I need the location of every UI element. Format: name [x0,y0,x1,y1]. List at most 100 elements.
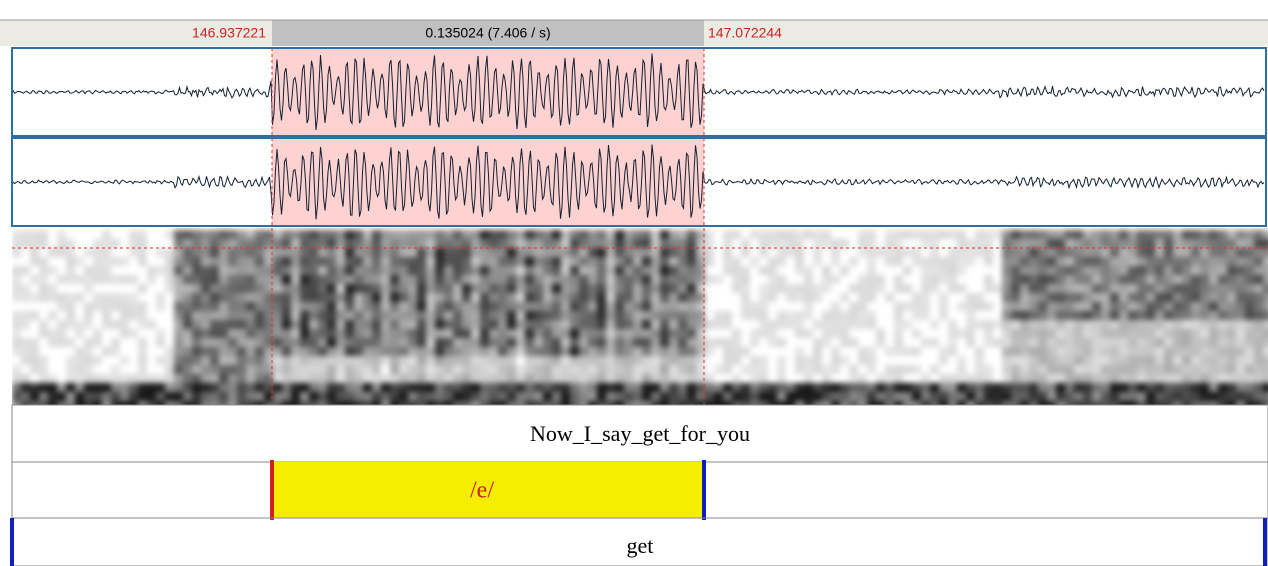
spectrogram-cell [498,401,507,405]
spectrogram-cell [948,275,957,284]
spectrogram-cell [273,266,282,275]
spectrogram-cell [696,392,705,401]
spectrogram-cell [462,347,471,356]
spectrogram-cell [57,338,66,347]
spectrogram-cell [1110,392,1119,401]
waveform-channel-1 [12,53,1265,131]
spectrogram-cell [192,320,201,329]
spectrogram-cell [660,239,669,248]
spectrogram-cell [939,374,948,383]
spectrogram-cell [615,356,624,365]
spectrogram-cell [1263,284,1268,293]
spectrogram-cell [975,347,984,356]
spectrogram-cell [453,374,462,383]
spectrogram-cell [93,356,102,365]
spectrogram-cell [84,320,93,329]
spectrogram-cell [426,239,435,248]
spectrogram-cell [138,347,147,356]
spectrogram-cell [471,302,480,311]
spectrogram-cell [93,338,102,347]
spectrogram-cell [138,365,147,374]
spectrogram-cell [588,320,597,329]
spectrogram-cell [255,239,264,248]
spectrogram-cell [309,320,318,329]
spectrogram-cell [1155,356,1164,365]
spectrogram-cell [1083,356,1092,365]
spectrogram-cell [939,347,948,356]
spectrogram-cell [210,338,219,347]
spectrogram-cell [1056,230,1065,239]
spectrogram-cell [570,383,579,392]
spectrogram-cell [165,392,174,401]
spectrogram-cell [300,338,309,347]
spectrogram-cell [1155,329,1164,338]
spectrogram-cell [48,284,57,293]
spectrogram-cell [381,257,390,266]
spectrogram-cell [1002,392,1011,401]
spectrogram-cell [201,383,210,392]
spectrogram-cell [309,284,318,293]
spectrogram-cell [174,374,183,383]
selection-header[interactable] [272,20,704,46]
channel-1-frame[interactable] [11,47,1267,137]
spectrogram-cell [966,383,975,392]
spectrogram-cell [615,374,624,383]
tier-2-label: /e/ [470,478,494,504]
spectrogram-cell [93,239,102,248]
spectrogram-cell [1164,383,1173,392]
spectrogram-cell [246,329,255,338]
spectrogram-cell [1002,248,1011,257]
spectrogram-cell [957,302,966,311]
spectrogram-cell [1173,338,1182,347]
spectrogram-cell [138,392,147,401]
spectrogram-cell [687,248,696,257]
spectrogram-cell [507,248,516,257]
spectrogram-cell [30,392,39,401]
spectrogram-cell [696,266,705,275]
spectrogram-cell [552,248,561,257]
spectrogram-cell [1083,311,1092,320]
spectrogram-cell [111,347,120,356]
spectrogram-cell [327,356,336,365]
spectrogram-cell [561,239,570,248]
spectrogram-cell [1263,293,1268,302]
spectrogram-cell [336,329,345,338]
channel-2-frame[interactable] [11,137,1267,227]
spectrogram-cell [174,365,183,374]
spectrogram-cell [444,302,453,311]
spectrogram-cell [696,302,705,311]
spectrogram-cell [1065,347,1074,356]
spectrogram-cell [363,374,372,383]
selected-interval[interactable] [272,462,704,518]
spectrogram-cell [435,383,444,392]
spectrogram-cell [12,392,21,401]
spectrogram-cell [372,347,381,356]
spectrogram-cell [1236,356,1245,365]
spectrogram-cell [570,311,579,320]
spectrogram-cell [1119,239,1128,248]
spectrogram-cell [417,347,426,356]
spectrogram-cell [930,230,939,239]
spectrogram-cell [1083,365,1092,374]
spectrogram-cell [1137,401,1146,405]
spectrogram-cell [723,239,732,248]
spectrogram-cell [444,248,453,257]
spectrogram-cell [120,383,129,392]
spectrogram-cell [48,392,57,401]
spectrogram-cell [1119,365,1128,374]
spectrogram-cell [1263,338,1268,347]
spectrogram-cell [327,365,336,374]
spectrogram-cell [786,401,795,405]
spectrogram-cell [687,347,696,356]
spectrogram-cell [1047,239,1056,248]
spectrogram-cell [552,347,561,356]
spectrogram-cell [381,284,390,293]
spectrogram-cell [1128,239,1137,248]
spectrogram-cell [741,302,750,311]
spectrogram-cell [129,293,138,302]
spectrogram-cell [714,320,723,329]
spectrogram-cell [336,266,345,275]
spectrogram-cell [1137,275,1146,284]
spectrogram-cell [444,356,453,365]
spectrogram-cell [201,392,210,401]
